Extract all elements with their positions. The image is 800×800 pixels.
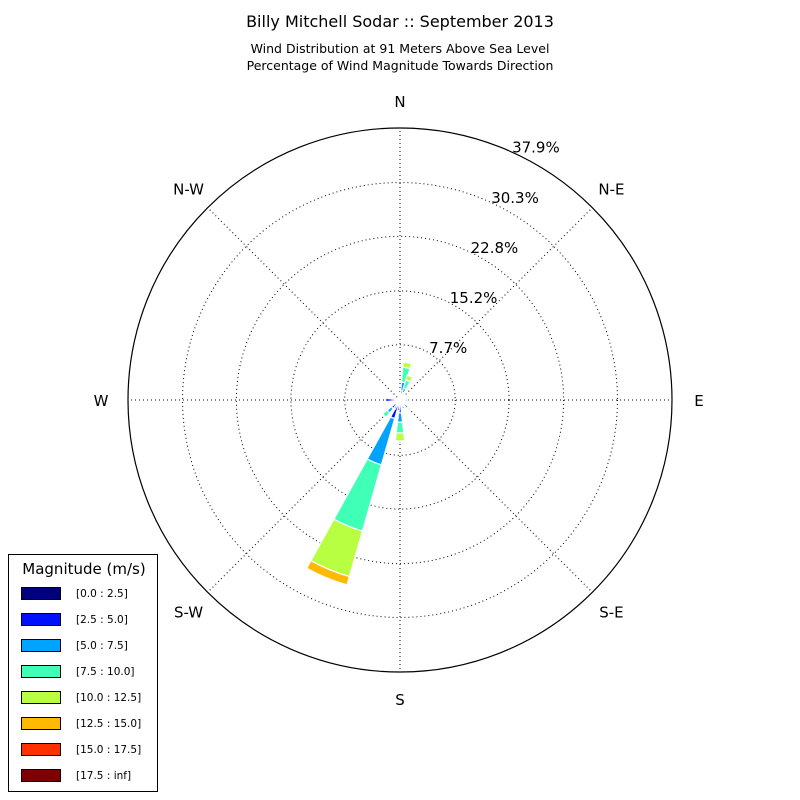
radial-gridline: [182, 182, 618, 618]
legend-swatch: [21, 665, 61, 678]
legend-label: [2.5 : 5.0]: [76, 614, 128, 626]
legend-swatch: [21, 613, 61, 626]
wind-bar-segment: [333, 458, 383, 532]
direction-label: S: [395, 691, 405, 709]
wind-bar-segment: [401, 404, 406, 410]
legend-swatch: [21, 639, 61, 652]
wind-bar-segment: [305, 559, 351, 586]
angular-gridline: [207, 207, 401, 401]
radial-gridline: [290, 290, 510, 510]
legend-label: [10.0 : 12.5]: [76, 692, 142, 704]
outer-circle: [127, 127, 673, 673]
wind-bar-segment: [396, 412, 404, 423]
radial-tick-label: 15.2%: [450, 289, 498, 307]
angular-gridline: [207, 399, 401, 593]
legend-title: Magnitude (m/s): [22, 560, 146, 578]
wind-bar-segment: [366, 416, 396, 466]
legend-swatch: [21, 769, 61, 782]
wind-bar-segment: [394, 432, 406, 442]
direction-label: N-W: [173, 181, 204, 199]
radial-tick-label: 30.3%: [491, 189, 539, 207]
radial-gridline: [235, 235, 565, 565]
legend-swatch: [21, 691, 61, 704]
angular-gridline: [399, 207, 593, 401]
legend-label: [15.0 : 17.5]: [76, 744, 142, 756]
radial-tick-label: 37.9%: [512, 139, 560, 157]
radial-tick-label: 7.7%: [429, 339, 467, 357]
direction-label: W: [94, 392, 109, 410]
wind-bar-segment: [397, 395, 401, 400]
direction-label: E: [694, 392, 703, 410]
legend-swatch: [21, 743, 61, 756]
legend: Magnitude (m/s) [0.0 : 2.5] [2.5 : 5.0] [5…: [8, 554, 158, 792]
direction-label: S-W: [174, 603, 203, 621]
wind-bar-segment: [400, 395, 405, 400]
wind-bar-segment: [404, 374, 414, 383]
chart-subtitle-line1: Wind Distribution at 91 Meters Above Sea…: [250, 41, 550, 56]
direction-label: N-E: [598, 181, 624, 199]
legend-swatch: [21, 587, 61, 600]
wind-bars: [305, 361, 414, 586]
legend-label: [17.5 : inf]: [76, 770, 132, 782]
chart-subtitle-line2: Percentage of Wind Magnitude Towards Dir…: [246, 58, 554, 73]
legend-label: [0.0 : 2.5]: [76, 588, 128, 600]
wind-bar-segment: [395, 421, 405, 434]
chart-title: Billy Mitchell Sodar :: September 2013: [246, 12, 554, 31]
wind-bar-segment: [402, 361, 413, 370]
direction-label: N: [394, 93, 405, 111]
radial-tick-label: 22.8%: [471, 239, 519, 257]
wind-bar-segment: [401, 398, 409, 402]
polar-labels: 7.7% 15.2% 22.8% 30.3% 37.9% N N-E E S-E S S-W W N-W: [94, 93, 704, 709]
polar-grid: [128, 128, 672, 672]
legend-label: [5.0 : 7.5]: [76, 640, 128, 652]
legend-swatch: [21, 717, 61, 730]
legend-label: [12.5 : 15.0]: [76, 718, 142, 730]
wind-bar-segment: [402, 392, 406, 396]
radial-gridline: [344, 344, 456, 456]
legend-label: [7.5 : 10.0]: [76, 666, 135, 678]
direction-label: S-E: [599, 603, 623, 621]
angular-gridline: [399, 399, 593, 593]
wind-bar-segment: [385, 397, 399, 403]
wind-bar-segment: [381, 409, 391, 419]
wind-bar-segment: [405, 405, 411, 411]
